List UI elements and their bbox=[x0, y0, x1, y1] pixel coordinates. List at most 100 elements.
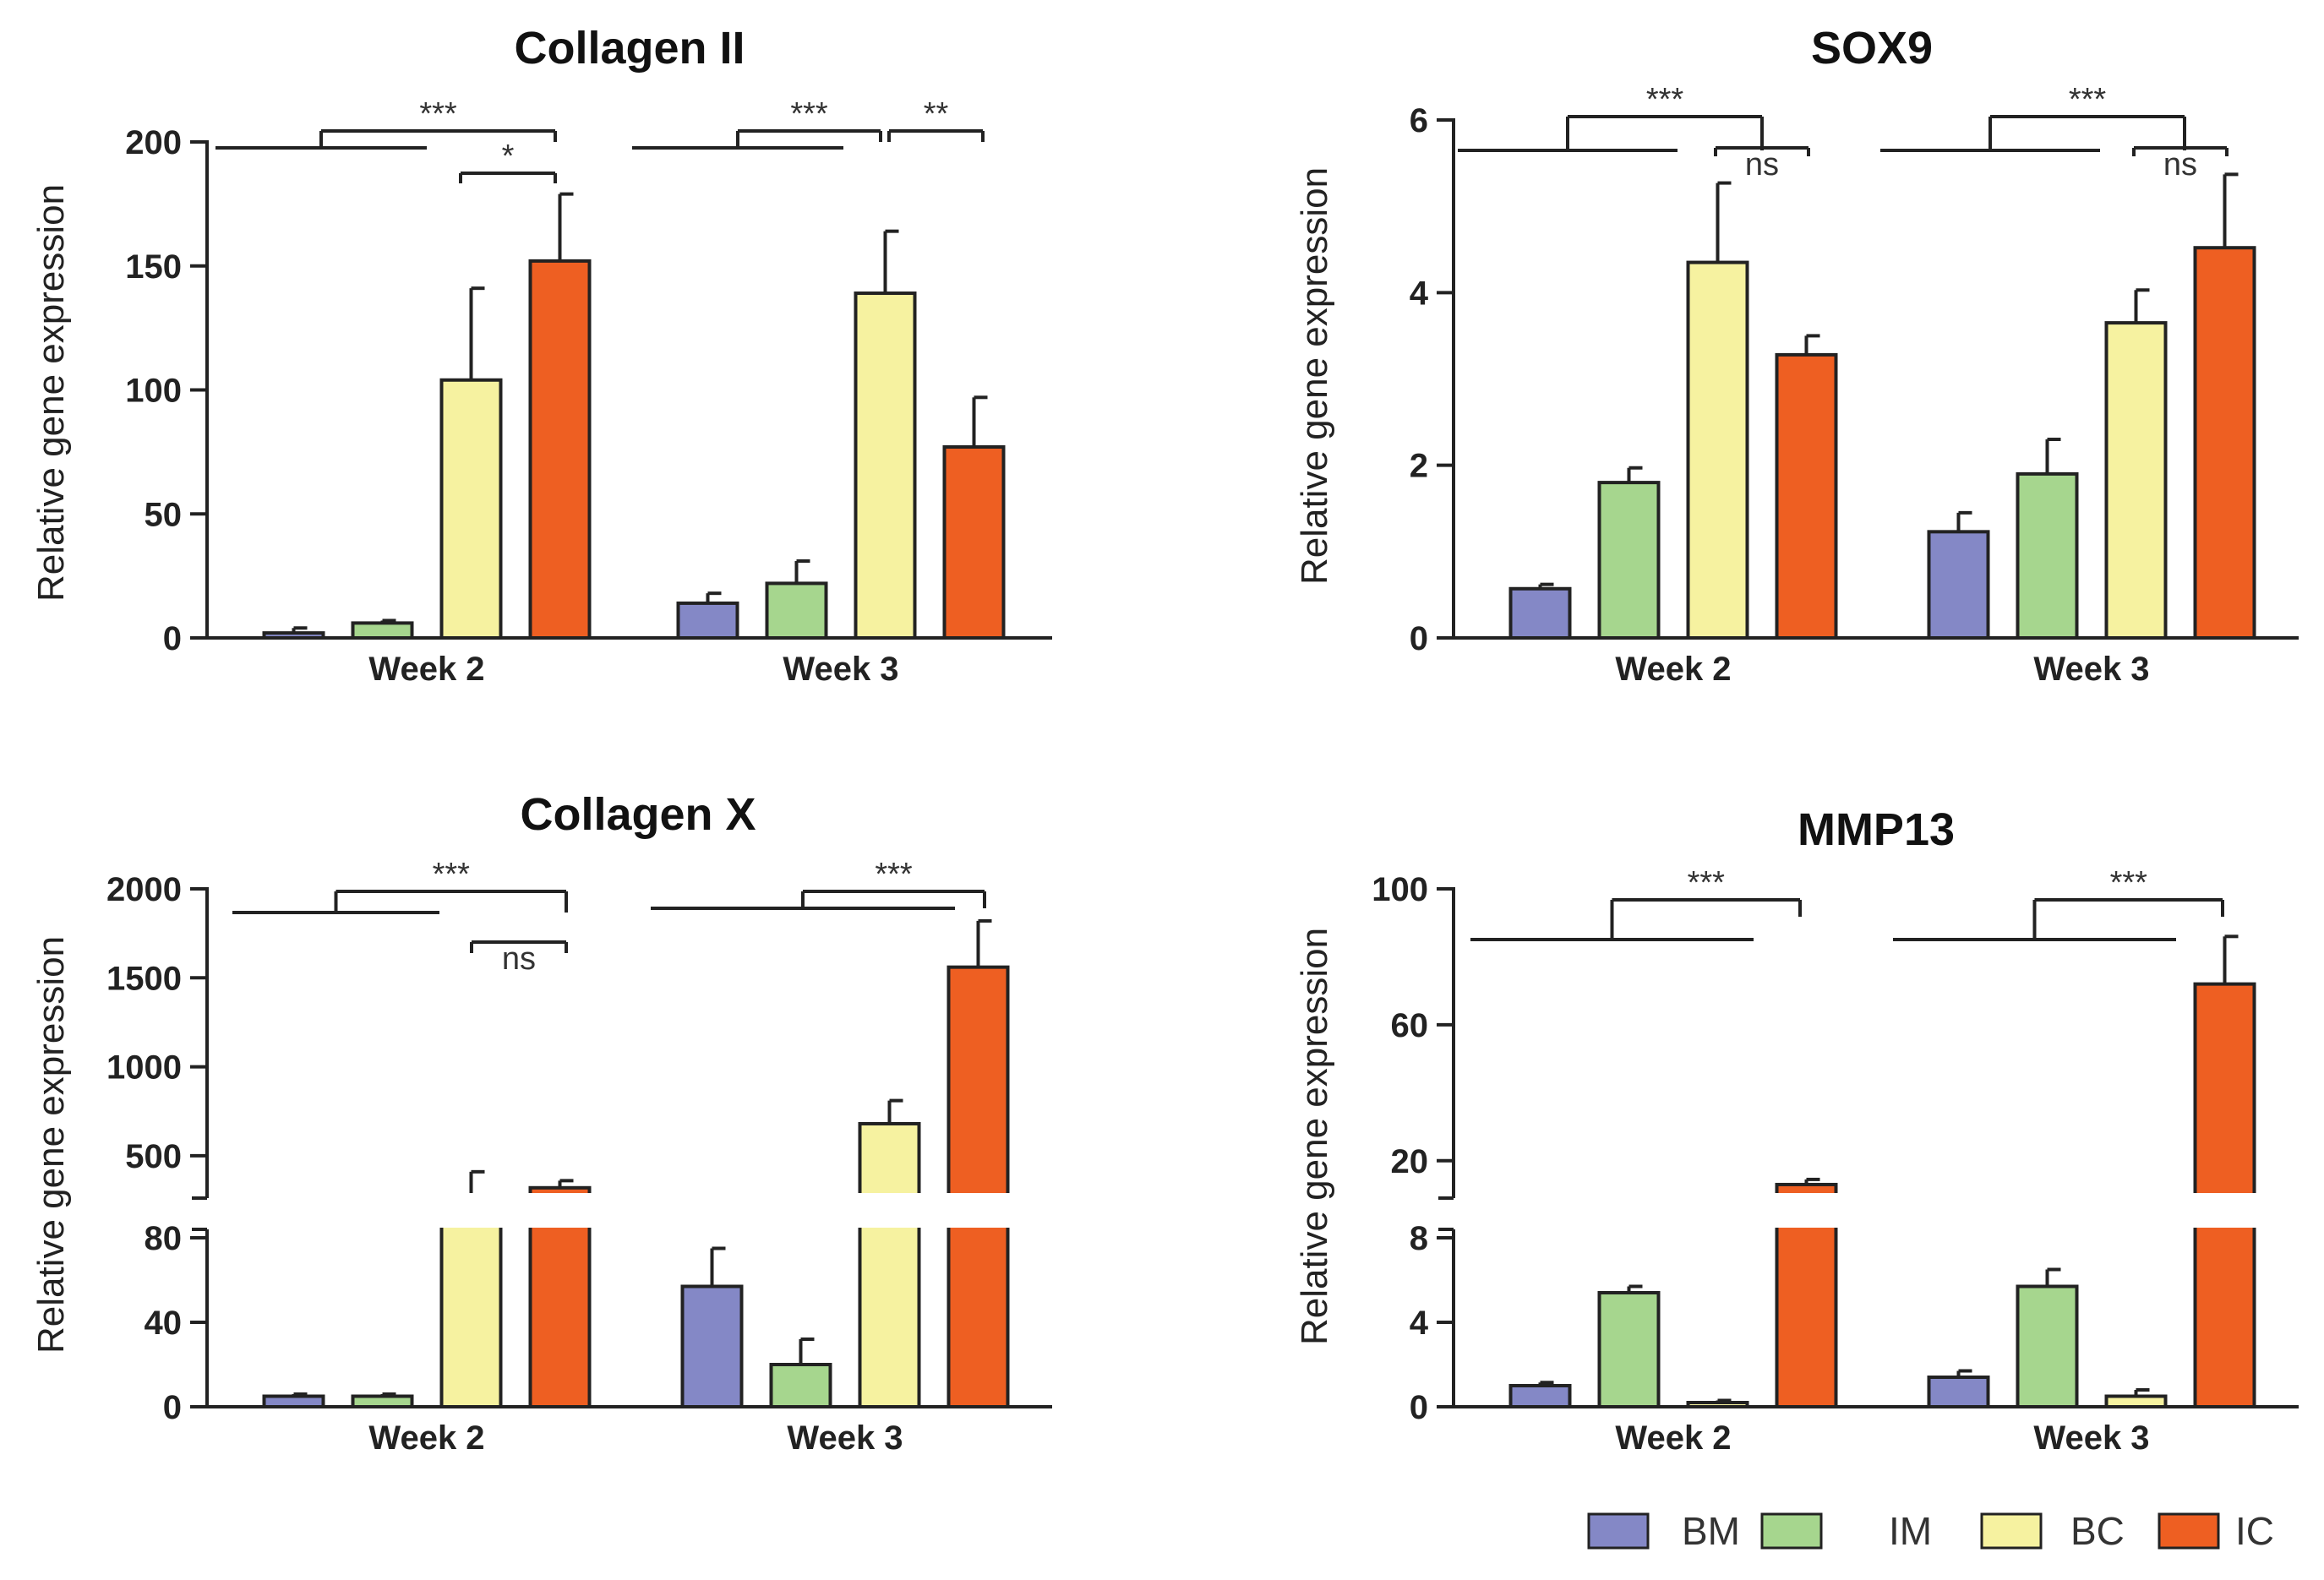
chart-title: Collagen II bbox=[514, 23, 745, 74]
bar-bm-week2 bbox=[1508, 586, 1572, 640]
bar-ic-week3 bbox=[2193, 246, 2256, 640]
bar-bc-week2 bbox=[1686, 1401, 1749, 1408]
significance-label: ns bbox=[502, 941, 536, 977]
bar-bm-week2 bbox=[1508, 1384, 1572, 1408]
chart-mmp13: MMP13 Relative gene expression 0 4 8 20 60 10… bbox=[1294, 804, 2299, 1457]
axis-break-gap bbox=[945, 1193, 1012, 1228]
y-axis-label: Relative gene expression bbox=[1294, 167, 1335, 585]
y-axis-label: Relative gene expression bbox=[1294, 928, 1335, 1345]
bar-ic-week2 bbox=[1775, 352, 1838, 640]
bar-im-week3 bbox=[2016, 471, 2079, 640]
bar-bc-week2 bbox=[439, 378, 503, 640]
bar-bc-week3 bbox=[858, 1121, 921, 1408]
legend-swatch-ic bbox=[2158, 1512, 2220, 1550]
y-tick-label: 8 bbox=[1410, 1220, 1428, 1257]
legend-label-im: IM bbox=[1889, 1509, 1932, 1553]
axis-break-gap bbox=[2191, 1193, 2258, 1228]
bar-bm-week2 bbox=[262, 631, 325, 640]
bar-bm-week3 bbox=[1927, 1376, 1990, 1408]
bar-ic-week2 bbox=[528, 259, 592, 640]
significance-label: ** bbox=[924, 96, 949, 132]
bar-im-week3 bbox=[765, 581, 828, 640]
x-tick-label: Week 3 bbox=[2033, 651, 2149, 688]
y-tick-label: 0 bbox=[163, 620, 182, 657]
y-tick-label: 50 bbox=[145, 496, 183, 533]
significance-label: *** bbox=[790, 96, 828, 132]
significance-label: *** bbox=[2110, 865, 2148, 901]
bar-bc-week2 bbox=[1686, 260, 1749, 640]
bar-ic-week3 bbox=[947, 965, 1010, 1408]
y-axis-label: Relative gene expression bbox=[30, 184, 72, 602]
y-tick-label: 0 bbox=[1410, 1389, 1428, 1426]
chart-collagen-ii: Collagen II Relative gene expression 0 50… bbox=[30, 23, 1052, 688]
y-tick-label: 40 bbox=[145, 1305, 183, 1342]
significance-label: *** bbox=[1688, 865, 1726, 901]
axis-break-gap bbox=[856, 1193, 923, 1228]
axis-break-gap bbox=[526, 1193, 593, 1228]
y-tick-label: 150 bbox=[125, 248, 182, 286]
axis-break-gap bbox=[438, 1193, 505, 1228]
x-tick-label: Week 2 bbox=[368, 651, 484, 688]
y-tick-label: 2000 bbox=[106, 871, 182, 908]
significance-label: *** bbox=[419, 96, 457, 132]
y-tick-label: 1000 bbox=[106, 1049, 182, 1087]
bar-bc-week3 bbox=[2104, 1394, 2168, 1408]
significance-label: *** bbox=[1646, 82, 1684, 117]
x-tick-label: Week 3 bbox=[783, 651, 898, 688]
y-tick-label: 200 bbox=[125, 124, 182, 161]
chart-sox9: SOX9 Relative gene expression 0 2 4 6 Week 2… bbox=[1294, 23, 2299, 688]
y-tick-label: 100 bbox=[1372, 871, 1428, 908]
significance-label: ns bbox=[1745, 147, 1779, 183]
bar-ic-week3 bbox=[942, 445, 1006, 640]
y-tick-label: 6 bbox=[1410, 102, 1428, 139]
y-tick-label: 0 bbox=[1410, 620, 1428, 657]
bar-bm-week3 bbox=[676, 601, 739, 640]
axis-break-gap bbox=[1773, 1193, 1840, 1228]
bar-bc-week2 bbox=[439, 1198, 503, 1408]
significance-label: *** bbox=[875, 857, 913, 892]
chart-title: Collagen X bbox=[520, 789, 756, 840]
y-axis-label: Relative gene expression bbox=[30, 936, 72, 1354]
y-tick-label: 80 bbox=[145, 1220, 183, 1257]
bar-im-week2 bbox=[351, 621, 414, 640]
bar-im-week3 bbox=[2016, 1284, 2079, 1408]
legend-label-bm: BM bbox=[1682, 1509, 1740, 1553]
y-tick-label: 60 bbox=[1391, 1007, 1429, 1044]
chart-title: SOX9 bbox=[1811, 23, 1933, 74]
bar-im-week2 bbox=[351, 1394, 414, 1408]
significance-label: *** bbox=[2069, 82, 2107, 117]
y-tick-label: 1500 bbox=[106, 960, 182, 997]
legend-swatch-bm bbox=[1587, 1512, 1650, 1550]
legend-label-bc: BC bbox=[2070, 1509, 2125, 1553]
y-tick-label: 20 bbox=[1391, 1143, 1429, 1180]
bar-im-week2 bbox=[1597, 481, 1661, 640]
x-tick-label: Week 2 bbox=[368, 1419, 484, 1457]
bar-bc-week3 bbox=[854, 291, 917, 640]
y-tick-label: 4 bbox=[1410, 1305, 1429, 1342]
bar-bm-week3 bbox=[1927, 530, 1990, 640]
chart-collagen-x: Collagen X Relative gene expression 0 40 8… bbox=[30, 789, 1052, 1457]
x-tick-label: Week 2 bbox=[1615, 1419, 1731, 1457]
y-tick-label: 0 bbox=[163, 1389, 182, 1426]
chart-title: MMP13 bbox=[1798, 804, 1955, 855]
bar-bm-week2 bbox=[262, 1394, 325, 1408]
legend-swatch-im bbox=[1760, 1512, 1823, 1550]
significance-label: *** bbox=[433, 857, 471, 892]
legend: BM IM BC IC bbox=[1587, 1509, 2274, 1553]
significance-label: ns bbox=[2163, 147, 2197, 183]
legend-label-ic: IC bbox=[2235, 1509, 2274, 1553]
y-tick-label: 100 bbox=[125, 373, 182, 410]
bar-bc-week3 bbox=[2104, 321, 2168, 640]
y-tick-label: 2 bbox=[1410, 448, 1428, 485]
bar-bm-week3 bbox=[680, 1284, 744, 1408]
plot-area: 0 2 4 6 Week 2 Week 3 *** ns *** ns bbox=[1410, 82, 2299, 688]
y-tick-label: 4 bbox=[1410, 275, 1429, 312]
x-tick-label: Week 3 bbox=[2033, 1419, 2149, 1457]
plot-area: 0 40 80 500 1000 1500 2000 Week 2 Week 3 *** ns *** bbox=[106, 857, 1052, 1457]
bar-im-week2 bbox=[1597, 1291, 1661, 1408]
bar-im-week3 bbox=[769, 1363, 832, 1408]
legend-swatch-bc bbox=[1980, 1512, 2043, 1550]
x-tick-label: Week 3 bbox=[787, 1419, 903, 1457]
